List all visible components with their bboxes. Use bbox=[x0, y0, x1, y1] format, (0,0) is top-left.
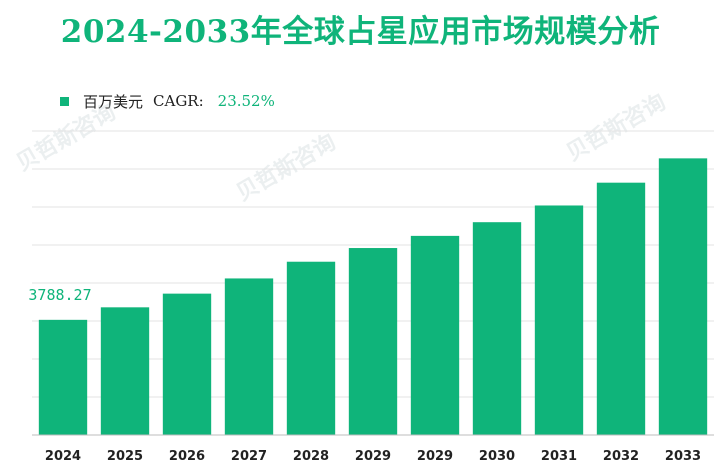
bar-2027 bbox=[224, 278, 274, 435]
x-tick-label: 2031 bbox=[541, 449, 577, 464]
bar-2029 bbox=[348, 248, 398, 435]
data-label: 3788.27 bbox=[28, 286, 91, 304]
x-tick-label: 2024 bbox=[45, 449, 81, 464]
x-tick-label: 2028 bbox=[293, 449, 329, 464]
bar-2028 bbox=[286, 261, 336, 435]
x-tick-label: 2029 bbox=[355, 449, 391, 464]
x-tick-label: 2025 bbox=[107, 449, 143, 464]
bar-2025 bbox=[100, 307, 150, 435]
x-tick-label: 2029 bbox=[417, 449, 453, 464]
bar-2029 bbox=[410, 235, 460, 435]
x-tick-label: 2033 bbox=[665, 449, 701, 464]
bar-2026 bbox=[162, 293, 212, 435]
x-tick-label: 2030 bbox=[479, 449, 515, 464]
chart-title: 2024-2033年全球占星应用市场规模分析 bbox=[60, 14, 661, 50]
cagr-label: CAGR: bbox=[153, 92, 204, 110]
bar-2024 bbox=[38, 319, 88, 435]
legend: 百万美元 CAGR: 23.52% bbox=[60, 90, 275, 112]
legend-series-name: 百万美元 bbox=[83, 92, 144, 111]
x-tick-label: 2027 bbox=[231, 449, 267, 464]
bar-2032 bbox=[596, 182, 646, 435]
legend-swatch bbox=[60, 96, 69, 106]
x-tick-label: 2032 bbox=[603, 449, 639, 464]
bar-2033 bbox=[658, 158, 708, 436]
x-tick-label: 2026 bbox=[169, 449, 205, 464]
cagr-value: 23.52% bbox=[217, 92, 275, 110]
bar-2030 bbox=[472, 222, 522, 435]
bar-2031 bbox=[534, 205, 584, 435]
